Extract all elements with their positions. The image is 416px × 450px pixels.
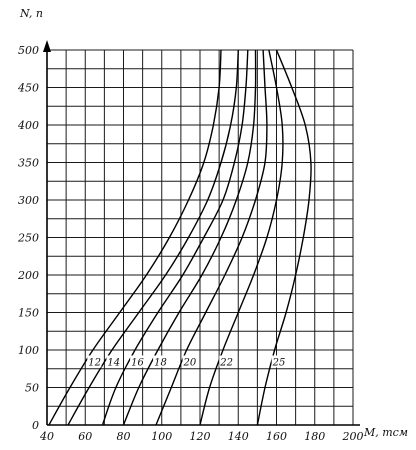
curve-16 xyxy=(101,49,249,426)
curve-label-12: 12 xyxy=(88,358,101,369)
x-axis-title: M, тсм xyxy=(363,426,408,439)
x-tick-label: 100 xyxy=(151,430,172,443)
curve-label-bg xyxy=(271,355,286,368)
x-tick-label: 140 xyxy=(228,430,249,443)
axes: N, п M, тсм xyxy=(19,7,408,439)
curve-label-25: 25 xyxy=(272,358,286,369)
y-tick-label: 250 xyxy=(17,232,39,245)
curve-label-bg xyxy=(87,355,102,368)
curve-label-bg xyxy=(153,355,168,368)
y-tick-label: 350 xyxy=(18,157,39,170)
curve-label-bg xyxy=(219,355,234,368)
curve-label-22: 22 xyxy=(219,358,233,369)
curve-label-16: 16 xyxy=(131,358,144,369)
x-tick-label: 80 xyxy=(117,430,131,443)
y-tick-label: 300 xyxy=(18,194,39,207)
curve-14 xyxy=(67,49,239,426)
y-tick-label: 450 xyxy=(17,82,39,95)
curve-label-20: 20 xyxy=(183,358,197,369)
curve-25 xyxy=(256,49,312,426)
y-tick-label: 0 xyxy=(32,419,39,432)
y-tick-label: 50 xyxy=(25,382,39,395)
curve-18 xyxy=(122,49,257,426)
x-tick-label: 120 xyxy=(190,430,211,443)
y-tick-label: 500 xyxy=(18,44,39,57)
y-axis-arrow-icon xyxy=(43,40,51,52)
y-axis-title: N, п xyxy=(19,7,43,20)
x-tick-label: 60 xyxy=(78,430,92,443)
grid xyxy=(47,49,354,425)
curve-22 xyxy=(199,49,284,426)
curve-12 xyxy=(48,49,222,426)
curve-label-bg xyxy=(182,355,197,368)
curves xyxy=(48,49,312,426)
x-tick-label: 40 xyxy=(39,430,54,443)
x-tick-label: 180 xyxy=(304,430,325,443)
curve-label-bg xyxy=(130,355,145,368)
x-tick-label: 200 xyxy=(342,430,364,443)
curve-label-bg xyxy=(106,355,121,368)
x-tick-label: 160 xyxy=(266,430,287,443)
y-tick-label: 400 xyxy=(17,119,39,132)
tick-labels: 0 50 100 150 200 250 300 350 400 450 500 40 60 80 100 1… xyxy=(17,44,364,443)
curve-20 xyxy=(155,49,268,426)
y-tick-label: 200 xyxy=(17,269,39,282)
y-tick-label: 150 xyxy=(18,307,39,320)
y-tick-label: 100 xyxy=(18,344,39,357)
curve-labels: 12 14 16 18 20 22 25 xyxy=(87,355,286,369)
curve-label-18: 18 xyxy=(154,358,167,369)
curve-label-14: 14 xyxy=(107,358,120,369)
